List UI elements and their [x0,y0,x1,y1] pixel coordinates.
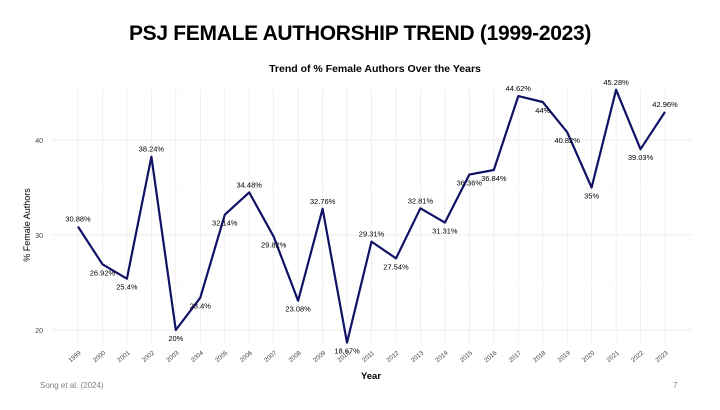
x-tick-label: 2007 [263,349,279,364]
slide-title: PSJ FEMALE AUTHORSHIP TREND (1999-2023) [128,22,592,45]
x-tick-label: 2004 [190,349,206,364]
y-axis-label: % Female Authors [22,188,32,262]
x-tick-label: 2022 [630,349,646,364]
grid-lines [52,88,692,343]
data-label: 32.81% [408,196,434,205]
data-label: 45.28% [603,78,629,87]
data-label: 34.48% [236,180,262,189]
x-axis-label: Year [361,371,381,382]
chart-title: Trend of % Female Authors Over the Years [269,63,481,75]
x-tick-label: 2023 [654,349,670,364]
x-tick-label: 2020 [581,349,597,364]
x-tick-label: 2012 [385,349,401,364]
x-tick-label: 2008 [288,349,304,364]
x-tick-label: 2017 [508,349,524,364]
data-label: 35% [584,192,599,201]
data-label: 29.82% [261,241,287,250]
x-tick-label: 2016 [483,349,499,364]
data-label: 42.96% [652,100,678,109]
data-label: 44.62% [506,84,532,93]
x-tick-label: 2002 [141,349,157,364]
y-axis-ticks: 20 30 40 [35,138,43,335]
x-tick-label: 2015 [459,349,475,364]
x-tick-label: 2005 [214,349,230,364]
x-tick-label: 2014 [434,349,450,364]
x-tick-label: 2013 [410,349,426,364]
x-tick-label: 2019 [557,349,573,364]
data-label: 23.08% [285,305,311,314]
data-label: 18.67% [334,347,360,356]
x-tick-label: 2000 [92,349,108,364]
data-label: 39.03% [628,153,654,162]
data-label: 23.4% [190,302,212,311]
data-labels: 30.88% 26.92%25.4% 38.24% 20% 23.4% 32.14% 34.… [65,78,678,356]
x-tick-label: 1999 [67,349,83,364]
data-label: 32.14% [212,219,238,228]
data-label: 32.76% [310,197,336,206]
data-label: 36.84% [481,174,507,183]
x-tick-label: 2003 [165,349,181,364]
x-tick-label: 2006 [239,349,255,364]
data-label: 36.36% [457,179,483,188]
data-label: 38.24% [139,145,165,154]
x-tick-label: 2021 [606,349,622,364]
citation: Song et al. (2024) [40,381,104,390]
data-label: 30.88% [65,215,91,224]
data-label: 44% [535,106,550,115]
y-tick-label: 40 [35,138,43,145]
y-tick-label: 30 [35,233,43,240]
x-tick-label: 2018 [532,349,548,364]
data-label: 25.4% [116,283,138,292]
data-label: 40.82% [554,136,580,145]
x-axis-ticks: 1999 2000 2001 2002 2003 2004 2005 2006 2007 2008… [67,349,670,364]
data-label: 27.54% [383,262,409,271]
page-number: 7 [673,381,678,390]
series-line [77,88,666,344]
x-tick-label: 2009 [312,349,328,364]
data-label: 29.31% [359,230,385,239]
data-label: 20% [168,334,183,343]
y-tick-label: 20 [35,328,43,335]
data-label: 31.31% [432,227,458,236]
data-label: 26.92% [90,268,116,277]
x-tick-label: 2001 [116,349,132,364]
x-tick-label: 2011 [361,349,376,363]
